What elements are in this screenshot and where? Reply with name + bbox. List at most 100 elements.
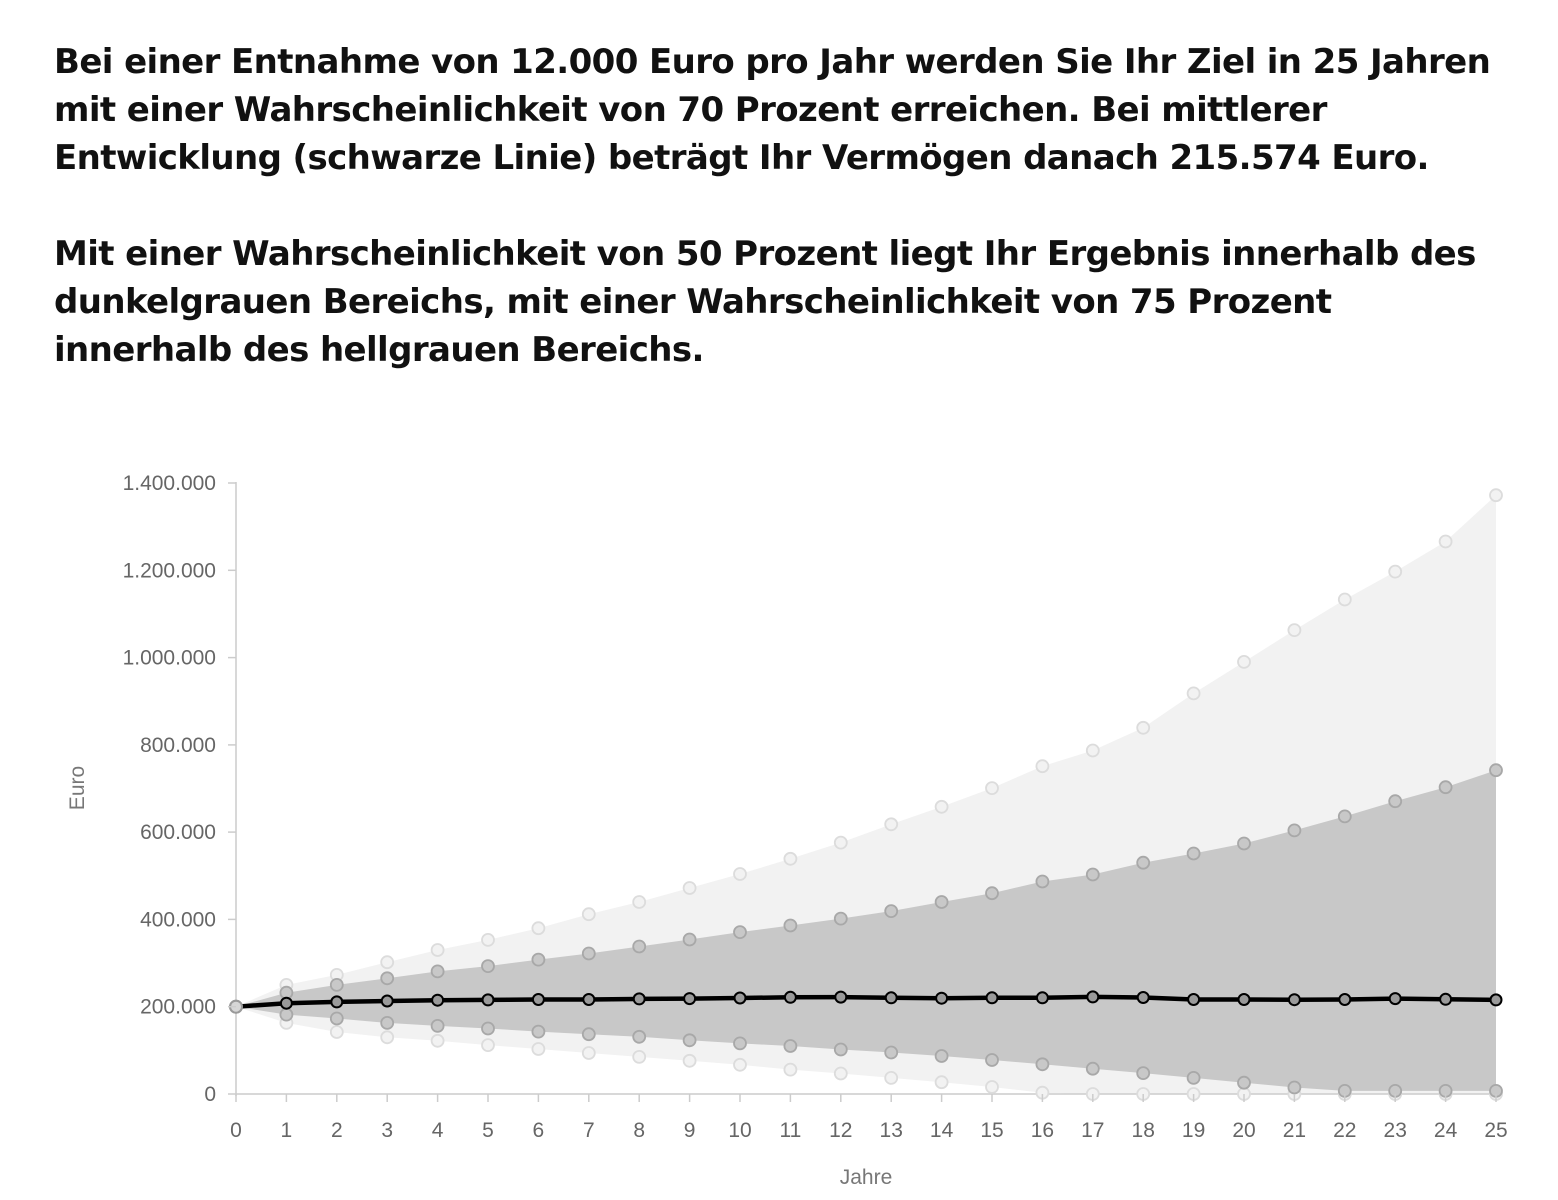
median-point[interactable] — [330, 995, 344, 1009]
inner-band-upper-point[interactable] — [329, 978, 344, 992]
outer-band-upper-point[interactable] — [934, 799, 949, 814]
inner-band-lower-point[interactable] — [783, 1039, 798, 1053]
median-point[interactable] — [1136, 991, 1150, 1004]
outer-band-upper-point[interactable] — [1337, 592, 1352, 607]
median-point[interactable] — [632, 992, 646, 1006]
inner-band-lower-point[interactable] — [380, 1016, 395, 1030]
outer-band-lower-point[interactable] — [380, 1030, 395, 1045]
inner-band-upper-point[interactable] — [1085, 867, 1100, 882]
inner-band-lower-point[interactable] — [481, 1021, 495, 1036]
median-point[interactable] — [1237, 993, 1251, 1006]
outer-band-upper-point[interactable] — [1388, 564, 1403, 579]
outer-band-lower-point[interactable] — [430, 1033, 445, 1048]
outer-band-lower-point[interactable] — [783, 1062, 798, 1077]
median-point[interactable] — [683, 992, 697, 1006]
inner-band-upper-point[interactable] — [1388, 794, 1403, 809]
outer-band-upper-point[interactable] — [1489, 488, 1503, 503]
median-point[interactable] — [1187, 993, 1201, 1006]
median-point[interactable] — [380, 994, 394, 1008]
inner-band-upper-point[interactable] — [985, 886, 999, 901]
outer-band-lower-point[interactable] — [682, 1053, 697, 1068]
outer-band-upper-point[interactable] — [531, 921, 546, 936]
inner-band-upper-point[interactable] — [1287, 823, 1302, 838]
inner-band-lower-point[interactable] — [430, 1019, 445, 1033]
inner-band-upper-point[interactable] — [884, 904, 899, 919]
median-point[interactable] — [582, 993, 596, 1006]
outer-band-lower-point[interactable] — [481, 1038, 495, 1052]
median-point[interactable] — [783, 990, 797, 1004]
median-point[interactable] — [1388, 992, 1402, 1006]
inner-band-lower-point[interactable] — [632, 1029, 647, 1044]
outer-band-upper-point[interactable] — [1035, 759, 1050, 774]
median-point[interactable] — [1086, 990, 1100, 1004]
median-point[interactable] — [279, 996, 293, 1010]
inner-band-lower-point[interactable] — [581, 1027, 596, 1042]
inner-band-lower-point[interactable] — [884, 1045, 899, 1060]
outer-band-upper-point[interactable] — [581, 907, 596, 922]
inner-band-upper-point[interactable] — [1237, 836, 1251, 851]
outer-band-upper-point[interactable] — [733, 867, 747, 881]
inner-band-lower-point[interactable] — [531, 1024, 546, 1039]
outer-band-upper-point[interactable] — [632, 895, 647, 909]
outer-band-upper-point[interactable] — [1136, 720, 1151, 735]
median-point[interactable] — [1338, 993, 1352, 1006]
outer-band-lower-point[interactable] — [531, 1042, 546, 1056]
median-point[interactable] — [1489, 993, 1503, 1007]
outer-band-lower-point[interactable] — [581, 1046, 596, 1060]
inner-band-upper-point[interactable] — [1489, 763, 1503, 778]
inner-band-lower-point[interactable] — [329, 1011, 344, 1026]
inner-band-upper-point[interactable] — [1136, 855, 1151, 870]
inner-band-upper-point[interactable] — [833, 911, 848, 926]
outer-band-upper-point[interactable] — [481, 932, 495, 947]
outer-band-upper-point[interactable] — [380, 955, 395, 970]
outer-band-upper-point[interactable] — [833, 835, 848, 850]
outer-band-lower-point[interactable] — [985, 1080, 999, 1094]
outer-band-lower-point[interactable] — [884, 1071, 899, 1085]
outer-band-upper-point[interactable] — [1287, 623, 1302, 638]
median-point[interactable] — [531, 993, 545, 1006]
median-point[interactable] — [1439, 992, 1453, 1006]
outer-band-upper-point[interactable] — [1237, 654, 1251, 669]
median-point[interactable] — [733, 991, 747, 1005]
inner-band-lower-point[interactable] — [279, 1007, 294, 1022]
inner-band-upper-point[interactable] — [1186, 846, 1201, 861]
inner-band-upper-point[interactable] — [733, 925, 747, 940]
outer-band-upper-point[interactable] — [1186, 686, 1201, 701]
median-point[interactable] — [431, 993, 445, 1007]
outer-band-upper-point[interactable] — [1438, 534, 1453, 549]
median-point[interactable] — [1287, 993, 1301, 1007]
inner-band-upper-point[interactable] — [481, 959, 495, 973]
inner-band-upper-point[interactable] — [581, 946, 596, 961]
inner-band-upper-point[interactable] — [1337, 809, 1352, 824]
inner-band-lower-point[interactable] — [833, 1042, 848, 1057]
outer-band-lower-point[interactable] — [632, 1050, 647, 1064]
outer-band-upper-point[interactable] — [884, 817, 899, 832]
median-point[interactable] — [481, 993, 495, 1007]
median-point[interactable] — [985, 991, 999, 1005]
median-point[interactable] — [884, 991, 898, 1005]
inner-band-upper-point[interactable] — [1438, 780, 1453, 795]
inner-band-lower-point[interactable] — [1287, 1080, 1302, 1095]
outer-band-lower-point[interactable] — [733, 1057, 747, 1072]
inner-band-upper-point[interactable] — [1035, 874, 1050, 889]
inner-band-upper-point[interactable] — [380, 971, 395, 986]
outer-band-upper-point[interactable] — [1085, 743, 1100, 758]
inner-band-lower-point[interactable] — [985, 1053, 999, 1067]
outer-band-lower-point[interactable] — [934, 1075, 949, 1090]
outer-band-upper-point[interactable] — [430, 943, 445, 957]
inner-band-upper-point[interactable] — [632, 939, 647, 954]
outer-band-upper-point[interactable] — [682, 881, 697, 895]
inner-band-lower-point[interactable] — [733, 1036, 747, 1051]
outer-band-upper-point[interactable] — [783, 851, 798, 866]
median-point[interactable] — [1035, 991, 1049, 1005]
inner-band-lower-point[interactable] — [1035, 1057, 1050, 1072]
inner-band-upper-point[interactable] — [783, 918, 798, 933]
outer-band-lower-point[interactable] — [833, 1066, 848, 1081]
inner-band-upper-point[interactable] — [531, 952, 546, 967]
outer-band-lower-point[interactable] — [329, 1025, 344, 1039]
inner-band-lower-point[interactable] — [1136, 1066, 1151, 1080]
median-point[interactable] — [935, 991, 949, 1005]
median-point[interactable] — [834, 990, 848, 1004]
inner-band-lower-point[interactable] — [934, 1049, 949, 1063]
inner-band-lower-point[interactable] — [1186, 1071, 1201, 1085]
